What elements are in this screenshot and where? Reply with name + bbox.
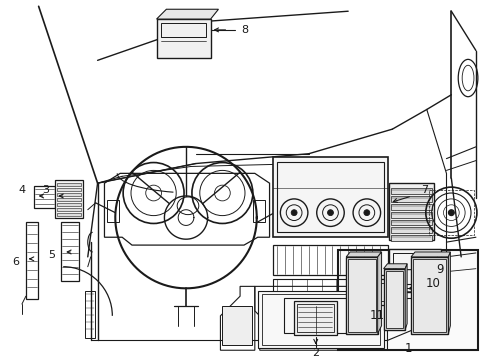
Polygon shape (377, 252, 381, 333)
Bar (277, 162, 383, 232)
Polygon shape (447, 252, 449, 333)
Text: 4: 4 (19, 185, 26, 195)
Bar (57, 193, 81, 196)
Bar (355, 291, 359, 321)
Bar (349, 291, 353, 321)
Bar (272, 279, 387, 296)
Bar (57, 183, 81, 186)
Bar (272, 245, 387, 275)
Text: 6: 6 (13, 257, 20, 267)
Bar (57, 213, 81, 216)
Bar (61, 222, 79, 282)
Bar (410, 257, 447, 333)
Bar (338, 250, 477, 350)
Bar (390, 204, 431, 210)
Bar (390, 235, 431, 241)
Bar (55, 180, 82, 217)
Bar (161, 23, 205, 37)
Bar (107, 200, 119, 221)
Bar (388, 249, 440, 292)
Ellipse shape (290, 210, 297, 216)
Bar (34, 186, 55, 208)
Text: 11: 11 (365, 314, 379, 324)
Polygon shape (156, 9, 218, 19)
Text: 10: 10 (425, 277, 439, 290)
Text: 2: 2 (311, 348, 319, 358)
Bar (390, 196, 431, 202)
Bar (284, 298, 347, 333)
Bar (388, 183, 433, 240)
Bar (361, 291, 365, 321)
Bar (57, 208, 81, 211)
Text: 5: 5 (48, 250, 55, 260)
Bar (57, 188, 81, 191)
Text: 9: 9 (435, 265, 442, 275)
Bar (222, 306, 251, 345)
Bar (347, 259, 375, 332)
Bar (257, 291, 383, 348)
Ellipse shape (327, 210, 333, 216)
Bar (390, 212, 431, 217)
Text: 11: 11 (369, 309, 385, 322)
Ellipse shape (447, 210, 453, 216)
Bar (297, 304, 334, 332)
Polygon shape (405, 264, 407, 330)
Text: 10: 10 (425, 278, 439, 288)
Bar (428, 190, 473, 235)
Bar (293, 301, 337, 336)
Text: 9: 9 (435, 263, 443, 276)
Bar (385, 271, 403, 328)
Bar (57, 198, 81, 201)
Bar (346, 257, 377, 333)
Ellipse shape (363, 210, 369, 216)
Bar (371, 283, 392, 301)
Polygon shape (346, 252, 381, 257)
Bar (261, 294, 379, 345)
Bar (252, 200, 264, 221)
Text: 3: 3 (42, 185, 49, 195)
Text: 1: 1 (404, 342, 411, 355)
Text: 7: 7 (420, 185, 427, 195)
Bar (396, 284, 414, 298)
Bar (390, 220, 431, 225)
Bar (367, 291, 371, 321)
Bar (390, 228, 431, 233)
Bar (84, 291, 95, 338)
Bar (272, 157, 387, 237)
Bar (412, 259, 446, 332)
Bar (57, 203, 81, 206)
Bar (156, 19, 210, 58)
Bar (390, 188, 431, 194)
Text: 8: 8 (241, 25, 248, 35)
Polygon shape (383, 264, 407, 269)
Bar (26, 222, 38, 299)
Polygon shape (410, 252, 449, 257)
Bar (367, 279, 396, 305)
Bar (383, 269, 405, 330)
Bar (392, 253, 436, 288)
